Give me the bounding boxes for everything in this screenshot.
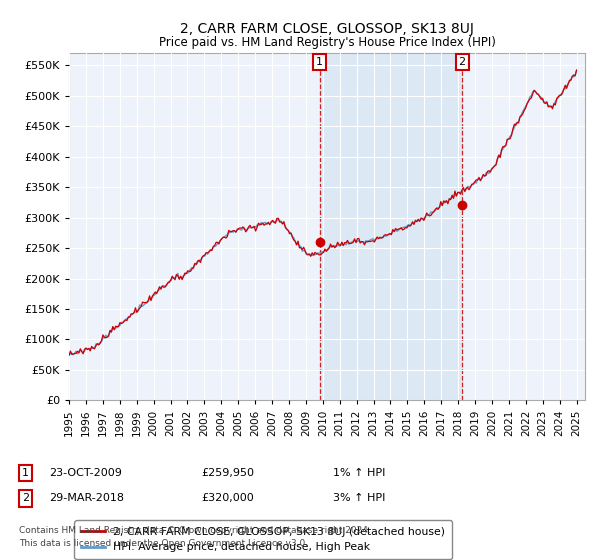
Text: 3% ↑ HPI: 3% ↑ HPI — [333, 493, 385, 503]
Text: 1: 1 — [22, 468, 29, 478]
Text: 1: 1 — [316, 57, 323, 67]
Text: 2, CARR FARM CLOSE, GLOSSOP, SK13 8UJ: 2, CARR FARM CLOSE, GLOSSOP, SK13 8UJ — [180, 22, 474, 36]
Text: 1% ↑ HPI: 1% ↑ HPI — [333, 468, 385, 478]
Text: £259,950: £259,950 — [201, 468, 254, 478]
Text: 23-OCT-2009: 23-OCT-2009 — [49, 468, 122, 478]
Text: 29-MAR-2018: 29-MAR-2018 — [49, 493, 124, 503]
Text: Price paid vs. HM Land Registry's House Price Index (HPI): Price paid vs. HM Land Registry's House … — [158, 36, 496, 49]
Text: Contains HM Land Registry data © Crown copyright and database right 2024.: Contains HM Land Registry data © Crown c… — [19, 526, 371, 535]
Text: £320,000: £320,000 — [201, 493, 254, 503]
Text: This data is licensed under the Open Government Licence v3.0.: This data is licensed under the Open Gov… — [19, 539, 308, 548]
Text: 2: 2 — [458, 57, 466, 67]
Bar — [320, 53, 462, 400]
Text: 2: 2 — [22, 493, 29, 503]
Legend: 2, CARR FARM CLOSE, GLOSSOP, SK13 8UJ (detached house), HPI: Average price, deta: 2, CARR FARM CLOSE, GLOSSOP, SK13 8UJ (d… — [74, 520, 452, 559]
